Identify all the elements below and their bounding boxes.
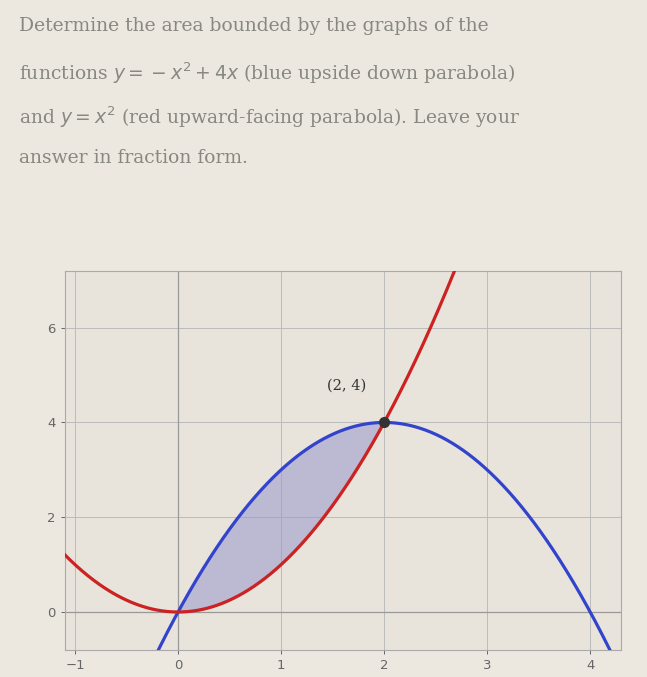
Text: Determine the area bounded by the graphs of the: Determine the area bounded by the graphs… [19, 17, 489, 35]
Text: and $y = x^2$ (red upward-facing parabola). Leave your: and $y = x^2$ (red upward-facing parabol… [19, 105, 520, 131]
Text: functions $y = -x^2 + 4x$ (blue upside down parabola): functions $y = -x^2 + 4x$ (blue upside d… [19, 61, 516, 87]
Text: answer in fraction form.: answer in fraction form. [19, 149, 248, 167]
Text: (2, 4): (2, 4) [327, 378, 367, 392]
